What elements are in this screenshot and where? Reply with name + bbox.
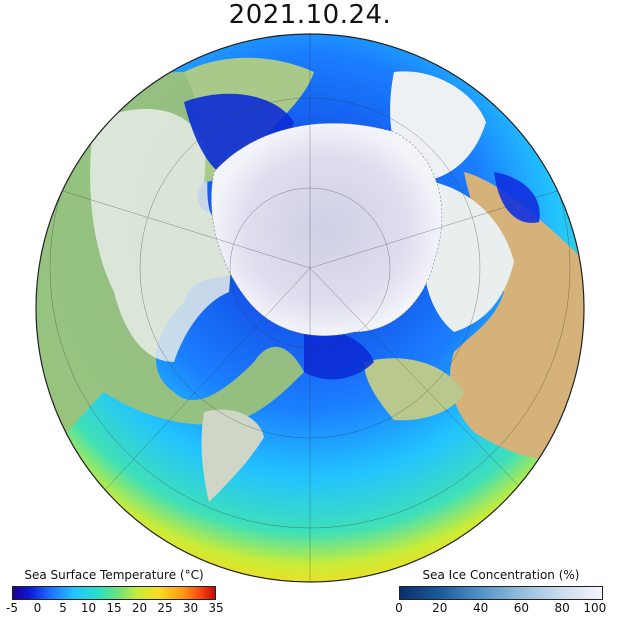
- ice-colorbar-label: Sea Ice Concentration (%): [422, 568, 580, 582]
- ice-colorbar: Sea Ice Concentration (%) 0 20 40 60 80 …: [395, 568, 607, 620]
- sst-tick: 30: [182, 601, 199, 615]
- sst-tick: -5: [6, 601, 18, 615]
- cold-water-hudson: [494, 172, 540, 223]
- landmass-north-america: [450, 172, 584, 461]
- ice-tick: 20: [432, 601, 448, 615]
- map-title: 2021.10.24.: [228, 0, 392, 30]
- sst-colorbar: Sea Surface Temperature (°C) -5 0 5 10 1…: [6, 568, 224, 620]
- sst-tick: 5: [59, 601, 67, 615]
- landmass-alaska: [364, 358, 464, 421]
- sst-tick: 0: [33, 601, 42, 615]
- ice-tick: 100: [583, 601, 607, 615]
- sst-tick: 25: [157, 601, 173, 615]
- sst-tick: 10: [80, 601, 97, 615]
- ice-tick: 80: [554, 601, 570, 615]
- sst-tick: 35: [208, 601, 224, 615]
- ice-tick: 40: [472, 601, 489, 615]
- sst-tick: 15: [106, 601, 122, 615]
- arctic-sea-ice: [211, 123, 443, 337]
- sst-colorbar-label: Sea Surface Temperature (°C): [24, 568, 204, 582]
- landmass-siberia-snow: [90, 108, 234, 362]
- cold-water-bering: [304, 330, 374, 380]
- ice-tick: 0: [395, 601, 403, 615]
- sst-colorbar-gradient: [12, 586, 216, 600]
- polar-globe-map: [35, 33, 585, 583]
- landmass-canada-snow: [422, 182, 514, 332]
- ice-colorbar-gradient: [399, 586, 603, 600]
- graticule: [36, 34, 584, 582]
- landmass-kamchatka: [201, 409, 264, 502]
- sst-tick: 20: [131, 601, 148, 615]
- ice-tick: 60: [513, 601, 530, 615]
